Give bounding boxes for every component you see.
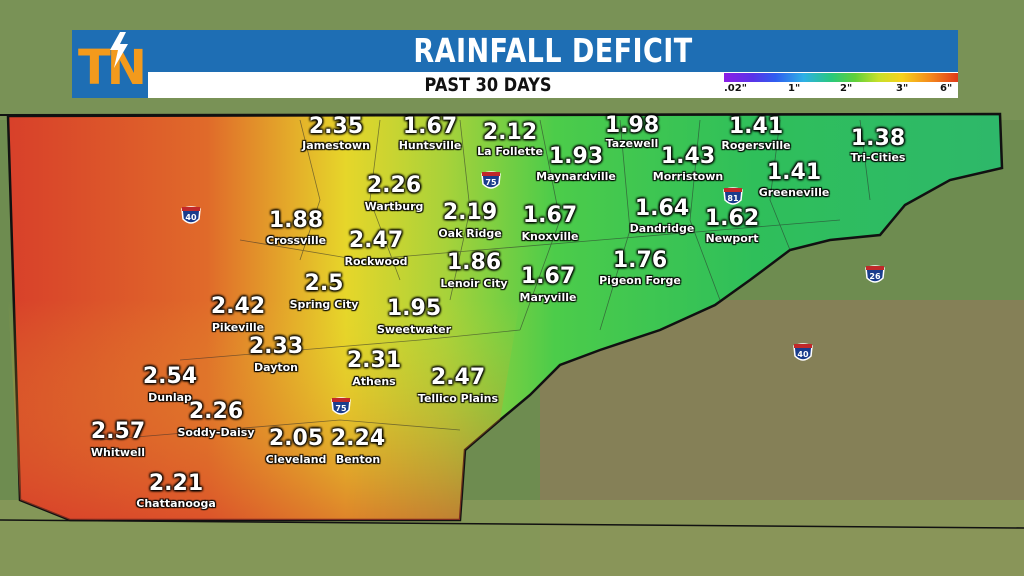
value-maryville: 1.67	[520, 264, 576, 289]
label-dayton: Dayton	[253, 361, 299, 374]
interstate-81-shield: 81	[723, 187, 743, 205]
interstate-26-shield: 26	[865, 265, 885, 283]
label-jamestown: Jamestown	[302, 139, 370, 152]
value-pigeon-forge: 1.76	[612, 248, 668, 273]
value-benton: 2.24	[330, 426, 386, 451]
interstate-40-west-label: 40	[185, 213, 197, 222]
value-huntsville: 1.67	[402, 114, 458, 139]
label-dandridge: Dandridge	[629, 222, 695, 235]
label-la-follette: La Follette	[477, 145, 543, 158]
value-spring-city: 2.5	[304, 271, 344, 296]
label-oak-ridge: Oak Ridge	[438, 227, 502, 240]
interstate-40-east-label: 40	[797, 350, 809, 359]
value-morristown: 1.43	[660, 144, 716, 169]
label-newport: Newport	[705, 232, 759, 245]
value-dandridge: 1.64	[634, 196, 690, 221]
legend-color-scale	[724, 73, 958, 82]
label-rogersville: Rogersville	[721, 139, 791, 152]
label-knoxville: Knoxville	[521, 230, 579, 243]
label-spring-city: Spring City	[289, 298, 359, 311]
value-rogersville: 1.41	[728, 114, 784, 139]
map-subtitle: PAST 30 DAYS	[424, 74, 552, 96]
label-crossville: Crossville	[265, 234, 327, 247]
value-knoxville: 1.67	[522, 203, 578, 228]
label-tellico-plains: Tellico Plains	[417, 392, 499, 405]
interstate-75-south-label: 75	[335, 404, 347, 413]
state-line-north	[0, 113, 1001, 116]
label-lenoir-city: Lenoir City	[440, 277, 508, 290]
value-jamestown: 2.35	[308, 114, 364, 139]
value-chattanooga: 2.21	[148, 471, 204, 496]
value-dunlap: 2.54	[142, 364, 198, 389]
label-tazewell: Tazewell	[605, 137, 659, 150]
label-soddy-daisy: Soddy-Daisy	[177, 426, 255, 439]
label-tri-cities: Tri-Cities	[850, 151, 906, 164]
value-sweetwater: 1.95	[386, 296, 442, 321]
value-soddy-daisy: 2.26	[188, 399, 244, 424]
value-greeneville: 1.41	[766, 160, 822, 185]
label-cleveland: Cleveland	[265, 453, 327, 466]
value-dayton: 2.33	[248, 334, 304, 359]
interstate-40-east-shield: 40	[793, 343, 813, 361]
label-chattanooga: Chattanooga	[136, 497, 216, 510]
value-la-follette: 2.12	[482, 120, 538, 145]
label-maynardville: Maynardville	[536, 170, 616, 183]
legend-label-2: 2"	[840, 83, 853, 94]
label-dunlap: Dunlap	[148, 391, 192, 404]
value-tazewell: 1.98	[604, 113, 660, 138]
logo-box	[72, 30, 148, 98]
value-oak-ridge: 2.19	[442, 200, 498, 225]
label-pikeville: Pikeville	[211, 321, 265, 334]
county-lines	[99, 119, 871, 441]
value-pikeville: 2.42	[210, 294, 266, 319]
label-sweetwater: Sweetwater	[377, 323, 451, 336]
label-benton: Benton	[335, 453, 381, 466]
value-rockwood: 2.47	[348, 228, 404, 253]
value-whitwell: 2.57	[90, 419, 146, 444]
state-line-south	[0, 519, 1024, 529]
value-cleveland: 2.05	[268, 426, 324, 451]
interstate-75-north-label: 75	[485, 178, 497, 187]
legend-label-6: 6"	[940, 83, 953, 94]
label-morristown: Morristown	[652, 170, 724, 183]
label-rockwood: Rockwood	[344, 255, 408, 268]
value-tellico-plains: 2.47	[430, 365, 486, 390]
label-whitwell: Whitwell	[90, 446, 146, 459]
legend-label-3: 3"	[896, 83, 909, 94]
label-pigeon-forge: Pigeon Forge	[599, 274, 681, 287]
interstate-75-north-shield: 75	[481, 171, 501, 189]
value-wartburg: 2.26	[366, 173, 422, 198]
legend-label-min: .02"	[724, 83, 747, 94]
south-deficit-shade	[8, 300, 520, 520]
value-athens: 2.31	[346, 348, 402, 373]
interstate-75-south-shield: 75	[331, 397, 351, 415]
map-title: RAINFALL DEFICIT	[413, 31, 693, 70]
header-bar	[72, 30, 958, 72]
label-maryville: Maryville	[519, 291, 577, 304]
interstate-40-west-shield: 40	[181, 206, 201, 224]
interstate-26-label: 26	[869, 272, 881, 281]
value-newport: 1.62	[704, 206, 760, 231]
value-crossville: 1.88	[268, 208, 324, 233]
label-athens: Athens	[352, 375, 396, 388]
label-huntsville: Huntsville	[398, 139, 462, 152]
label-greeneville: Greeneville	[758, 186, 830, 199]
value-maynardville: 1.93	[548, 144, 604, 169]
label-wartburg: Wartburg	[364, 200, 424, 213]
lightning-bolt-icon	[110, 32, 128, 68]
value-tri-cities: 1.38	[850, 126, 906, 151]
legend-label-1: 1"	[788, 83, 801, 94]
interstate-81-label: 81	[727, 194, 739, 203]
value-lenoir-city: 1.86	[446, 250, 502, 275]
